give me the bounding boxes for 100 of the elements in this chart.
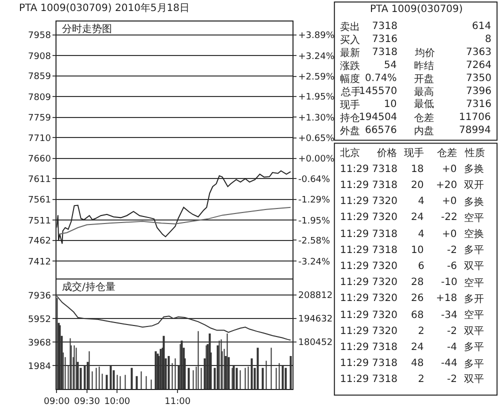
text: 空换 (464, 229, 484, 240)
text: 68 (411, 310, 424, 321)
text: 48 (411, 358, 424, 369)
chart-subtitle: 分时走势图 (62, 23, 112, 35)
category-label: 现手 (404, 147, 424, 159)
text: -34 (441, 310, 458, 321)
x-tick-label: 09:00 (44, 396, 70, 407)
text: 昨结 (414, 61, 434, 72)
text: 7320 (372, 212, 398, 223)
text: 涨跌 (340, 61, 360, 72)
y2-tick-label: +3.24% (298, 52, 335, 62)
text: +0 (442, 164, 457, 175)
bar (136, 376, 138, 390)
text: 10 (384, 99, 397, 110)
text: 8 (485, 34, 492, 45)
bar (106, 374, 108, 390)
text: 双平 (464, 374, 484, 385)
y2-tick-label: -1.29% (298, 195, 331, 206)
y-tick-label: 5952 (28, 314, 51, 325)
text: 多平 (464, 245, 484, 256)
y-tick-label: 7908 (28, 52, 52, 62)
text: 145570 (359, 86, 398, 97)
text: 11:29 (340, 277, 369, 288)
text: 持仓 (340, 113, 360, 124)
text: 11:29 (340, 293, 369, 304)
text: 7363 (466, 47, 492, 58)
text: 54 (384, 60, 397, 71)
text: 614 (472, 21, 492, 32)
text: 7318 (372, 47, 398, 58)
y-tick-label: 1984 (28, 362, 52, 372)
y-tick-label: 7958 (28, 31, 52, 42)
text: 均价 (415, 48, 435, 59)
text: 7320 (372, 261, 398, 272)
text: -44 (441, 358, 458, 369)
x-tick-label: 11:00 (164, 396, 191, 407)
text: 2 (418, 374, 424, 385)
text: 最低 (414, 99, 434, 110)
chart-title: 成交/持仓量 (62, 281, 116, 293)
text: 多开 (464, 294, 484, 305)
y2-tick-label: -0.64% (298, 174, 331, 185)
text: -4 (447, 342, 457, 353)
y-tick-label: 3968 (28, 338, 52, 348)
y2-tick-label: +1.95% (298, 92, 335, 103)
text: 7320 (372, 310, 398, 321)
text: 空平 (464, 213, 484, 224)
text: 2 (418, 326, 424, 337)
text: PTA 1009(030709) (370, 4, 463, 15)
y2-tick-label: +1.30% (298, 113, 335, 124)
text: +0 (442, 229, 457, 240)
text: 7320 (372, 196, 398, 207)
text: 7318 (372, 374, 398, 385)
text: 最新 (340, 48, 360, 59)
text: 11:29 (340, 196, 369, 207)
text: 仓差 (414, 113, 434, 124)
y-tick-label: 7412 (28, 257, 51, 268)
text: 11:29 (340, 212, 369, 223)
text: 7318 (372, 229, 398, 240)
text: 开盘 (414, 74, 434, 85)
text: 10 (411, 245, 424, 256)
text: 总手 (341, 87, 361, 98)
text: -22 (441, 212, 458, 223)
text: 78994 (459, 125, 491, 136)
text: 内盘 (414, 126, 434, 137)
text: 20 (411, 180, 424, 191)
text: 现手 (340, 100, 360, 111)
text: 11:29 (340, 164, 369, 175)
line-series (58, 206, 292, 235)
y2-tick-label: +0.65% (298, 134, 335, 144)
text: 11:29 (340, 358, 369, 369)
y-tick-label: 7809 (28, 92, 52, 103)
text: 11:29 (340, 180, 369, 191)
text: 11:29 (340, 310, 369, 321)
text: 4 (418, 229, 424, 240)
text: +18 (436, 293, 458, 304)
text: 买入 (340, 35, 360, 46)
y-tick-label: 7511 (28, 216, 51, 226)
text: 11:29 (340, 326, 369, 337)
text: 7316 (372, 34, 398, 45)
text: 7318 (372, 180, 398, 191)
bar (284, 368, 287, 390)
text: 7318 (372, 358, 398, 369)
y-tick-label: 7710 (28, 134, 52, 144)
text: -6 (447, 261, 457, 272)
y-tick-label: 7611 (28, 174, 51, 185)
text: -2 (447, 245, 457, 256)
text: 11:29 (340, 374, 369, 385)
y-tick-label: 7561 (28, 196, 51, 206)
y-tick-label: 7759 (28, 114, 52, 124)
text: 外盘 (340, 126, 360, 137)
text: 11706 (459, 112, 491, 123)
text: 空平 (464, 278, 484, 289)
text: 11:29 (340, 229, 369, 240)
category-label: 仓差 (437, 147, 457, 159)
y2-tick-label: 180452 (298, 338, 333, 348)
bar (262, 368, 264, 390)
y-tick-label: 7936 (28, 291, 52, 302)
text: 多换 (464, 197, 484, 208)
text: 7318 (372, 164, 398, 175)
category-label: 北京 (340, 147, 360, 159)
text: -2 (447, 374, 457, 385)
